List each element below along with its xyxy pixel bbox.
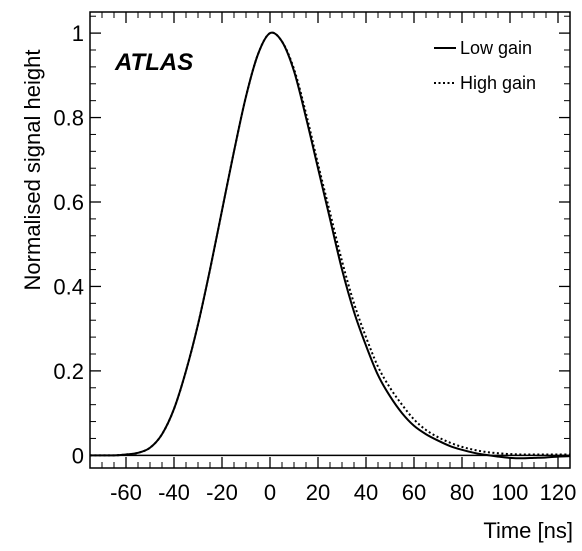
x-tick-label: 40: [354, 480, 378, 505]
y-axis-title: Normalised signal height: [20, 50, 45, 291]
y-tick-label: 0: [72, 443, 84, 468]
plot-frame: [89, 11, 571, 469]
x-tick-label: -20: [206, 480, 238, 505]
y-tick-label: 0.8: [53, 106, 84, 131]
atlas-label: ATLAS: [114, 49, 193, 76]
x-tick-label: 80: [450, 480, 474, 505]
y-tick-label: 0.6: [53, 190, 84, 215]
x-tick-label: -40: [158, 480, 190, 505]
x-tick-label: 120: [540, 480, 577, 505]
x-tick-label: 20: [306, 480, 330, 505]
y-tick-label: 0.4: [53, 274, 84, 299]
x-tick-label: 60: [402, 480, 426, 505]
legend-label-low-gain: Low gain: [460, 38, 532, 58]
x-tick-label: -60: [110, 480, 142, 505]
x-axis-title: Time [ns]: [483, 518, 573, 543]
axis-ticks: [89, 12, 571, 468]
y-tick-label: 1: [72, 21, 84, 46]
y-tick-label: 0.2: [53, 359, 84, 384]
series-line-high-gain: [89, 31, 570, 457]
tick-labels: -60 -40 -20 0 20 40 60 80 100 120 0 0.2 0.4 0.6 0.8 1: [53, 21, 576, 505]
x-tick-label: 0: [264, 480, 276, 505]
legend-label-high-gain: High gain: [460, 73, 536, 93]
x-tick-label: 100: [492, 480, 529, 505]
legend: Low gain High gain: [434, 38, 536, 93]
